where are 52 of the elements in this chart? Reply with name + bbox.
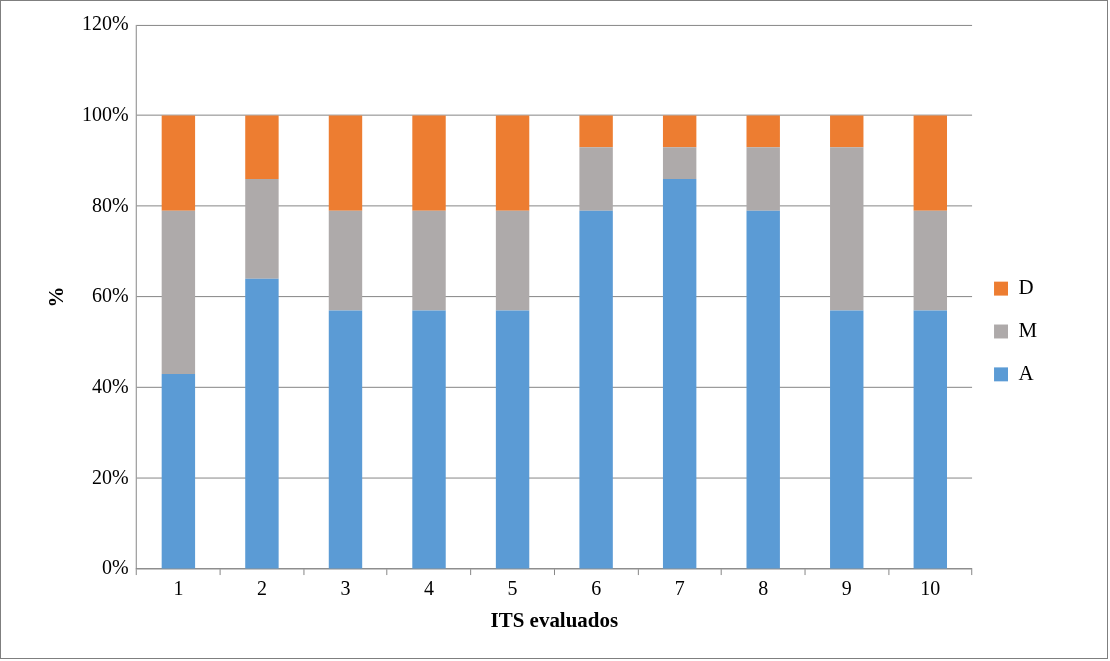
bar xyxy=(245,278,279,569)
x-tick-label: 5 xyxy=(507,577,518,600)
bar xyxy=(913,210,948,311)
bar xyxy=(495,210,530,311)
x-tick-label: 1 xyxy=(173,577,184,600)
y-tick-label: 120% xyxy=(82,12,129,35)
bar xyxy=(662,147,697,180)
x-tick-label: 2 xyxy=(256,577,267,600)
y-tick-label: 60% xyxy=(92,284,129,307)
bar xyxy=(412,210,446,311)
bar xyxy=(830,310,864,569)
y-tick-label: 20% xyxy=(92,465,129,488)
bar xyxy=(412,310,446,569)
x-tick-label: 6 xyxy=(591,577,602,600)
bar xyxy=(161,210,196,375)
x-tick-label: 3 xyxy=(340,577,351,600)
bar xyxy=(913,310,948,569)
legend-label: D xyxy=(1018,275,1034,300)
x-axis-title: ITS evaluados xyxy=(490,607,619,632)
bar xyxy=(579,210,613,569)
x-tick-label: 4 xyxy=(424,577,435,600)
bar xyxy=(746,210,780,569)
bar xyxy=(161,374,196,569)
bar xyxy=(913,115,948,211)
bar xyxy=(662,179,697,569)
y-tick-label: 0% xyxy=(102,556,129,579)
bar xyxy=(830,115,864,148)
bar xyxy=(328,115,363,211)
x-tick-label: 10 xyxy=(920,577,941,600)
bar xyxy=(579,115,613,148)
y-tick-label: 100% xyxy=(82,102,129,125)
y-tick-label: 40% xyxy=(92,374,129,397)
bar xyxy=(328,210,363,311)
bar xyxy=(579,147,613,211)
bar xyxy=(328,310,363,569)
bar xyxy=(746,147,780,211)
x-tick-label: 9 xyxy=(841,577,852,600)
y-axis-title: % xyxy=(43,286,68,308)
legend-label: M xyxy=(1018,318,1038,342)
bar xyxy=(245,179,279,279)
legend-label: A xyxy=(1018,360,1034,385)
bar xyxy=(161,115,196,211)
bar xyxy=(495,115,530,211)
bar xyxy=(412,115,446,211)
x-tick-label: 7 xyxy=(674,577,685,600)
bar xyxy=(662,115,697,148)
bar xyxy=(245,115,279,180)
y-tick-label: 80% xyxy=(92,193,129,216)
x-tick-label: 8 xyxy=(758,577,769,600)
bar xyxy=(830,147,864,311)
bar xyxy=(495,310,530,569)
bar xyxy=(746,115,780,148)
